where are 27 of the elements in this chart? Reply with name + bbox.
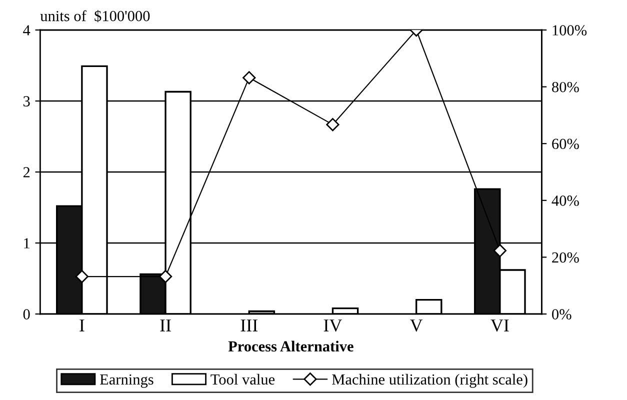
point <box>242 71 256 84</box>
legend-label: Machine utilization (right scale) <box>332 374 528 388</box>
y-axis-title: units of $100'000 <box>40 10 150 22</box>
y-tick-label: 2 <box>23 167 30 178</box>
legend-label: Earnings <box>100 374 154 388</box>
x-tick-label: VI <box>490 320 509 332</box>
y2-tick-label: 0% <box>552 309 572 320</box>
y2-tick-label: 60% <box>552 138 579 150</box>
y2-tick-label: 100% <box>552 25 587 36</box>
x-tick-label: I <box>80 320 84 332</box>
x-tick-label: V <box>410 320 423 332</box>
y2-tick-label: 80% <box>552 82 579 92</box>
y2-tick-label: 20% <box>552 252 579 263</box>
y2-tick-label: 40% <box>552 196 579 206</box>
y-tick-label: 0 <box>23 309 30 320</box>
point <box>158 270 172 284</box>
y-tick-label: 1 <box>24 238 30 248</box>
x-tick-label: IV <box>324 320 342 332</box>
x-axis-title: Process Alternative <box>228 340 354 352</box>
point <box>75 270 89 284</box>
point <box>326 118 340 132</box>
legend-label: Tool value <box>210 374 275 385</box>
y-tick-label: 4 <box>23 25 30 36</box>
point <box>493 244 507 258</box>
x-tick-label: III <box>240 320 258 332</box>
x-tick-label: II <box>160 320 171 332</box>
y-tick-label: 3 <box>23 96 30 106</box>
